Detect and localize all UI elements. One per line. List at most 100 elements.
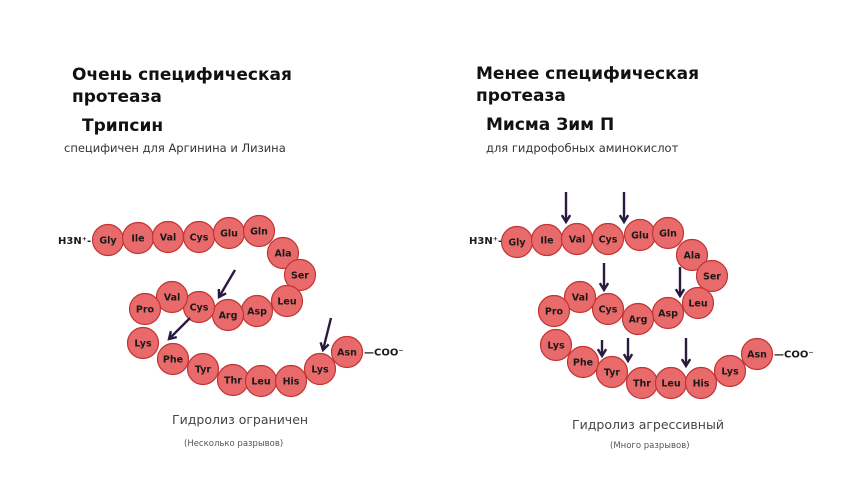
residue-label: Val (160, 233, 177, 244)
residue-his: His (274, 364, 308, 398)
residue-circle (713, 354, 747, 388)
cleavage-arrow (319, 317, 333, 353)
cleavage-arrow (560, 192, 572, 225)
residue-label: Phe (573, 358, 593, 369)
residue-val: Val (560, 222, 594, 256)
residue-ala: Ala (266, 236, 300, 270)
residue-circle (156, 342, 190, 376)
residue-circle (537, 294, 571, 328)
residue-label: Val (164, 293, 181, 304)
residue-label: Asn (337, 348, 357, 359)
residue-cys: Cys (182, 220, 216, 254)
right-result: Гидролиз агрессивный (572, 417, 724, 432)
residue-label: His (283, 377, 300, 388)
residue-cys: Cys (182, 290, 216, 324)
left-title-line1: Очень специфическая (72, 65, 292, 85)
right-title-line2: протеаза (476, 86, 566, 106)
right-title-line1: Менее специфическая (476, 64, 700, 84)
residue-arg: Arg (621, 302, 655, 336)
cleavage-arrow (598, 263, 610, 293)
residue-ser: Ser (695, 259, 729, 293)
residue-gly: Gly (500, 225, 534, 259)
residue-cys: Cys (591, 292, 625, 326)
residue-label: Val (572, 293, 589, 304)
residue-ile: Ile (121, 221, 155, 255)
residue-circle (186, 352, 220, 386)
residue-label: Gly (99, 236, 117, 247)
residue-leu: Leu (654, 366, 688, 400)
residue-circle (242, 214, 276, 248)
residue-label: Asp (658, 309, 678, 320)
left-title-line2: протеаза (72, 87, 162, 107)
residue-gln: Gln (651, 216, 685, 250)
residue-leu: Leu (244, 364, 278, 398)
residue-label: Gly (508, 238, 526, 249)
residue-label: Leu (688, 299, 707, 310)
residue-ile: Ile (530, 223, 564, 257)
residue-circle (595, 355, 629, 389)
residue-label: Lys (547, 341, 565, 352)
right-enzyme-name: Мисма Зим П (486, 115, 615, 135)
residue-circle (566, 345, 600, 379)
residue-phe: Phe (156, 342, 190, 376)
residue-label: Thr (633, 379, 651, 390)
residue-circle (681, 286, 715, 320)
residue-label: Ala (274, 249, 291, 260)
n-terminus-label: H3N⁺- (58, 236, 91, 247)
residue-ser: Ser (283, 258, 317, 292)
cleavage-arrow (680, 338, 692, 369)
cleavage-arrow-head (319, 342, 330, 353)
residue-circle (591, 292, 625, 326)
left-note: (Несколько разрывов) (184, 439, 284, 449)
cleavage-arrow-head (560, 214, 572, 225)
residue-leu: Leu (681, 286, 715, 320)
residue-label: Glu (631, 231, 649, 242)
left-specificity: специфичен для Аргинина и Лизина (64, 141, 286, 155)
residue-circle (621, 302, 655, 336)
cleavage-arrow-head (680, 358, 692, 369)
cleavage-arrow-head (598, 282, 610, 293)
residue-circle (563, 280, 597, 314)
residue-pro: Pro (128, 292, 162, 326)
residue-label: Ser (703, 272, 721, 283)
cleavage-arrows-right (560, 192, 692, 369)
cleavage-arrow-head (622, 353, 634, 364)
cleavage-arrow (217, 269, 237, 299)
residue-lys: Lys (126, 326, 160, 360)
residue-label: Gln (659, 229, 677, 240)
residue-circle (651, 216, 685, 250)
residue-label: Phe (163, 355, 183, 366)
right-note: (Много разрывов) (610, 441, 690, 451)
residue-gln: Gln (242, 214, 276, 248)
c-terminus-label: —COO⁻ (364, 348, 404, 359)
residue-tyr: Tyr (186, 352, 220, 386)
cleavage-arrow-shaft (168, 317, 191, 340)
residue-circle (539, 328, 573, 362)
residue-label: Val (569, 235, 586, 246)
cleavage-arrow-head (217, 288, 227, 299)
residue-circle (695, 259, 729, 293)
residue-label: Cys (190, 303, 209, 314)
residue-label: His (693, 379, 710, 390)
residue-gly: Gly (91, 223, 125, 257)
residue-circle (591, 222, 625, 256)
cleavage-arrow (622, 338, 634, 364)
cleavage-arrows-left (167, 269, 333, 353)
residue-label: Arg (629, 315, 648, 326)
residue-circle (128, 292, 162, 326)
residue-label: Asn (747, 350, 767, 361)
residue-label: Tyr (604, 368, 621, 379)
residue-circle (283, 258, 317, 292)
residue-label: Lys (311, 365, 329, 376)
residue-lys: Lys (303, 352, 337, 386)
cleavage-arrow-head (167, 330, 178, 341)
right-title: Менее специфическая протеаза (476, 63, 699, 107)
residue-label: Ala (683, 251, 700, 262)
residue-label: Thr (224, 376, 242, 387)
residue-his: His (684, 366, 718, 400)
residue-label: Leu (251, 377, 270, 388)
residue-label: Cys (190, 233, 209, 244)
residue-label: Ile (540, 236, 553, 247)
residue-asp: Asp (651, 296, 685, 330)
